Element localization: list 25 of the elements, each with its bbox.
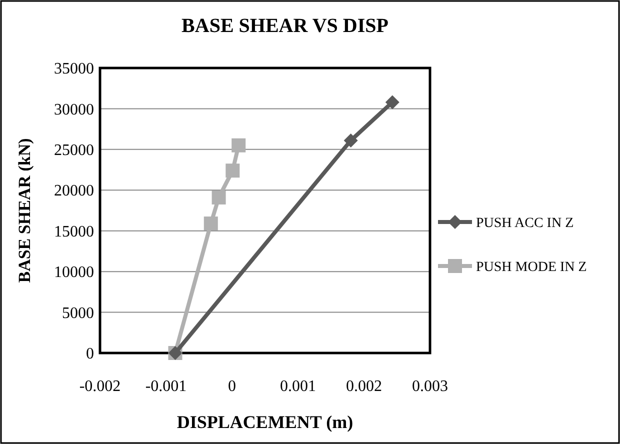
y-tick-label: 20000 <box>54 182 94 200</box>
y-tick-label: 25000 <box>54 142 94 160</box>
y-tick-label: 35000 <box>54 60 94 78</box>
point <box>385 95 400 110</box>
legend-label: PUSH MODE IN Z <box>476 260 587 275</box>
point <box>204 216 218 231</box>
x-tick-label: 0.002 <box>346 378 382 395</box>
x-tick-label: 0 <box>228 378 236 395</box>
y-tick-label: 15000 <box>54 223 94 240</box>
y-tick-label: 5000 <box>62 304 94 322</box>
legend-label: PUSH ACC IN Z <box>476 216 574 231</box>
x-tick-label: 0.001 <box>280 378 316 395</box>
y-tick-label: 0 <box>86 346 94 363</box>
x-tick-label: -0.002 <box>79 378 121 395</box>
point <box>344 133 358 148</box>
point <box>212 190 226 204</box>
x-tick-label: 0.003 <box>412 378 448 395</box>
y-tick-label: 30000 <box>54 101 94 118</box>
x-axis-title: DISPLACEMENT (m) <box>176 412 354 432</box>
x-tick-label: -0.001 <box>145 378 187 395</box>
point <box>226 164 240 178</box>
y-axis-title: BASE SHEAR (kN) <box>15 138 34 283</box>
chart-title: BASE SHEAR VS DISP <box>182 15 388 37</box>
point <box>232 138 246 152</box>
y-tick-label: 10000 <box>54 264 94 282</box>
